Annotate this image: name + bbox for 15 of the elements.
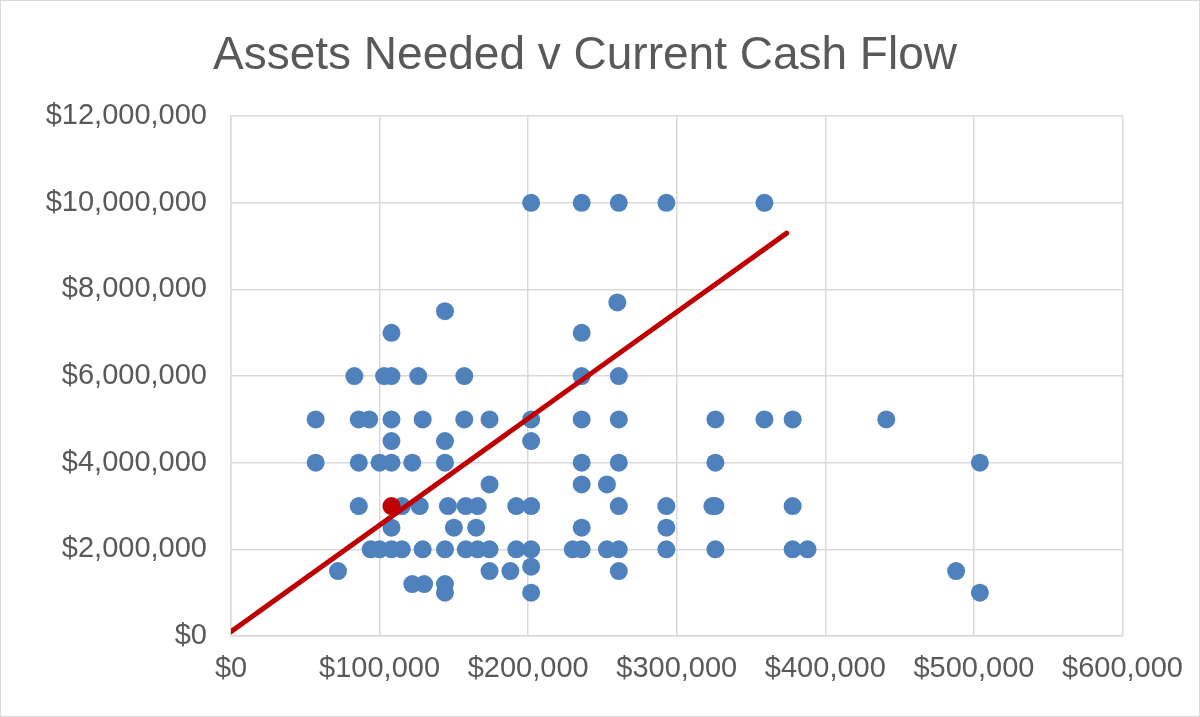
y-tick-label: $10,000,000	[45, 184, 207, 217]
x-tick-label: $600,000	[1062, 651, 1184, 684]
x-tick-label: $0	[214, 651, 248, 684]
y-tick-label: $12,000,000	[45, 98, 207, 131]
y-tick-label: $6,000,000	[61, 358, 207, 391]
x-tick-label: $300,000	[616, 651, 738, 684]
y-tick-label: $2,000,000	[61, 531, 207, 564]
y-tick-label: $4,000,000	[61, 444, 207, 477]
x-tick-label: $100,000	[319, 651, 441, 684]
x-tick-label: $500,000	[913, 651, 1035, 684]
x-tick-label: $400,000	[764, 651, 886, 684]
chart-title: Assets Needed v Current Cash Flow	[213, 27, 958, 80]
y-tick-label: $0	[174, 618, 207, 650]
y-tick-label: $8,000,000	[61, 271, 207, 304]
x-tick-label: $200,000	[467, 651, 589, 684]
